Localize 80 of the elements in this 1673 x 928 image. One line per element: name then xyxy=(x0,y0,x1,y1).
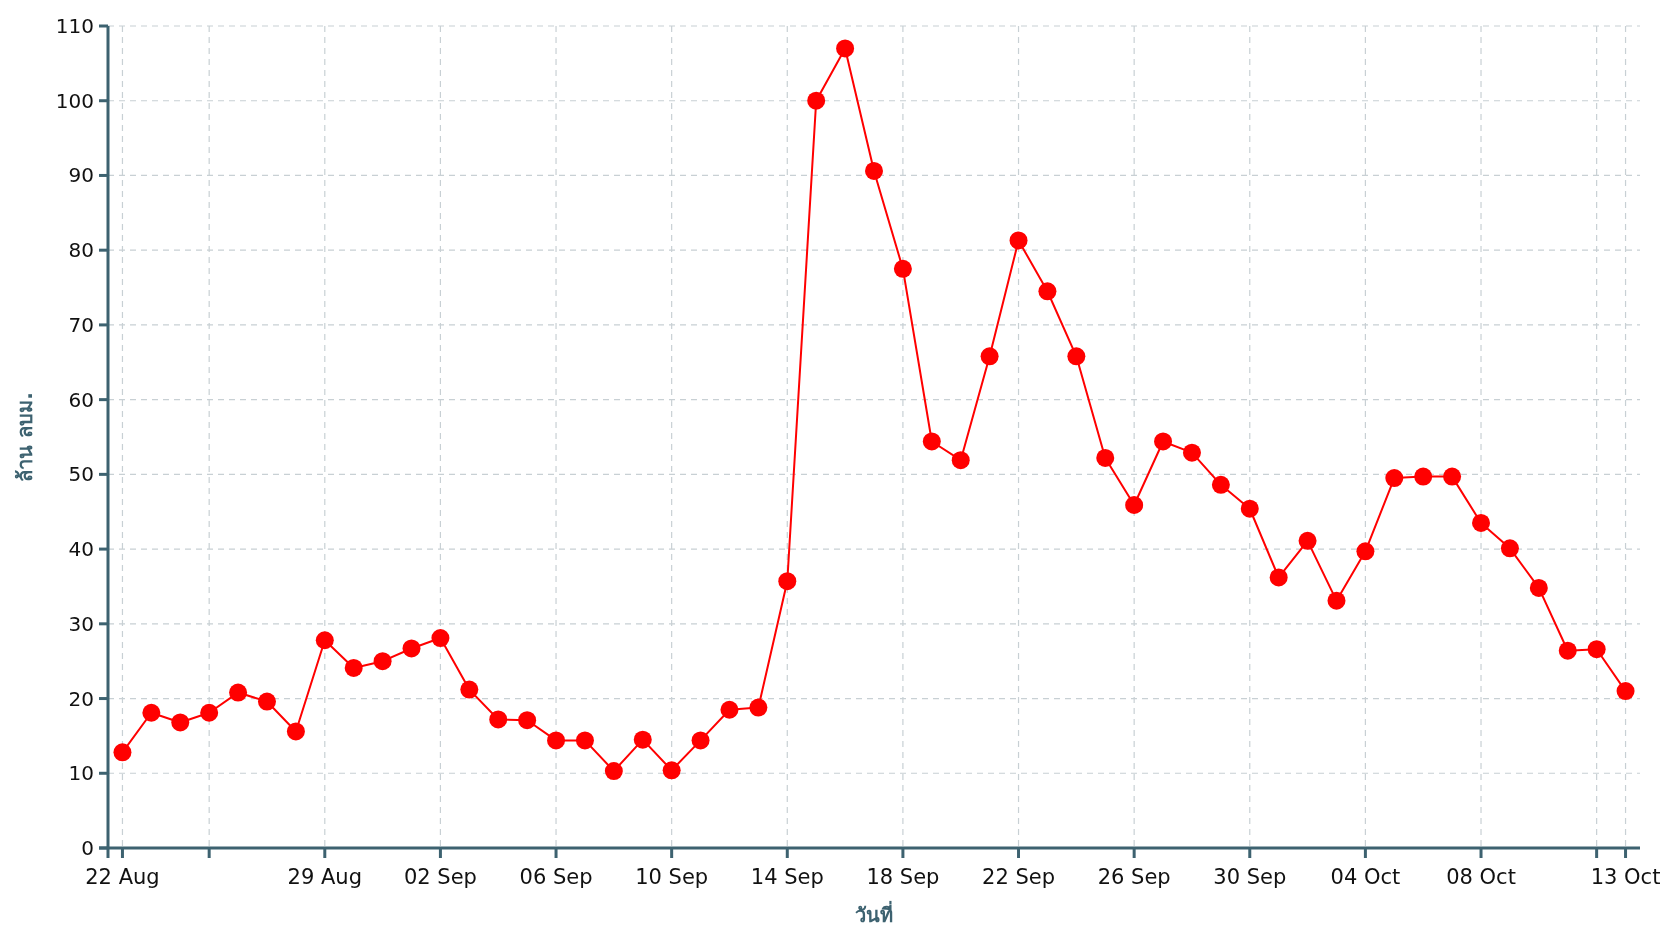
y-tick-label: 0 xyxy=(81,836,94,860)
x-tick-label: 10 Sep xyxy=(635,865,709,889)
point xyxy=(1240,499,1259,518)
point xyxy=(1009,231,1028,250)
point xyxy=(1385,469,1404,488)
point xyxy=(691,731,710,750)
point xyxy=(1414,467,1433,486)
point xyxy=(720,700,739,719)
x-tick-label: 18 Sep xyxy=(866,865,940,889)
y-tick-label: 80 xyxy=(68,238,94,263)
x-tick-label: 22 Aug xyxy=(85,865,160,889)
point xyxy=(893,259,912,278)
x-tick-label: 13 Oct xyxy=(1590,865,1661,889)
point xyxy=(1587,640,1606,659)
point xyxy=(229,683,248,702)
x-tick-label: 06 Sep xyxy=(519,865,593,889)
point xyxy=(922,432,941,451)
point xyxy=(200,703,219,722)
point xyxy=(662,761,681,780)
y-axis-title: ล้าน ลบม. xyxy=(13,392,37,482)
x-tick-label: 30 Sep xyxy=(1213,865,1287,889)
y-tick-label: 10 xyxy=(68,761,94,786)
x-tick-label: 04 Oct xyxy=(1330,865,1401,889)
y-tick-label: 40 xyxy=(68,537,94,562)
point xyxy=(604,762,623,781)
point xyxy=(1211,475,1230,494)
x-axis-title: วันที่ xyxy=(855,900,893,927)
point xyxy=(1298,531,1317,550)
point xyxy=(1154,432,1173,451)
point xyxy=(518,711,537,730)
point xyxy=(749,698,768,717)
point xyxy=(1529,578,1548,597)
point xyxy=(1443,467,1462,486)
point xyxy=(1356,542,1375,561)
point xyxy=(807,91,826,110)
x-tick-label: 02 Sep xyxy=(403,865,477,889)
point xyxy=(547,731,566,750)
y-tick-label: 20 xyxy=(68,686,94,711)
point xyxy=(1327,591,1346,610)
point xyxy=(1500,539,1519,558)
point xyxy=(373,652,392,671)
point xyxy=(1616,682,1635,701)
y-tick-label: 110 xyxy=(55,14,94,38)
point xyxy=(171,713,190,732)
y-tick-label: 100 xyxy=(55,88,94,113)
point xyxy=(286,722,305,741)
x-tick-label: 26 Sep xyxy=(1097,865,1171,889)
point xyxy=(633,730,652,749)
y-tick-label: 60 xyxy=(68,387,94,412)
y-tick-label: 70 xyxy=(68,312,94,337)
point xyxy=(1472,513,1491,532)
point xyxy=(778,572,797,591)
point xyxy=(142,703,161,722)
y-tick-label: 30 xyxy=(68,611,94,636)
x-tick-label: 22 Sep xyxy=(982,865,1056,889)
point xyxy=(460,680,479,699)
point xyxy=(575,731,594,750)
point xyxy=(1182,443,1201,462)
point xyxy=(1269,568,1288,587)
point xyxy=(344,658,363,677)
point xyxy=(951,451,970,470)
point xyxy=(402,639,421,658)
point xyxy=(836,39,855,58)
point xyxy=(980,347,999,366)
point xyxy=(257,692,276,711)
point xyxy=(315,631,334,650)
point xyxy=(1038,282,1057,301)
x-tick-label: 14 Sep xyxy=(750,865,824,889)
point xyxy=(1067,347,1086,366)
point xyxy=(489,710,508,729)
point xyxy=(865,161,883,180)
point xyxy=(1096,448,1115,467)
point xyxy=(1558,641,1577,660)
point xyxy=(113,743,132,762)
point xyxy=(1125,496,1144,514)
y-tick-label: 50 xyxy=(68,462,94,487)
x-tick-label: 29 Aug xyxy=(287,865,362,889)
y-tick-label: 90 xyxy=(68,163,94,188)
point xyxy=(431,629,450,648)
x-tick-label: 08 Oct xyxy=(1446,865,1516,889)
